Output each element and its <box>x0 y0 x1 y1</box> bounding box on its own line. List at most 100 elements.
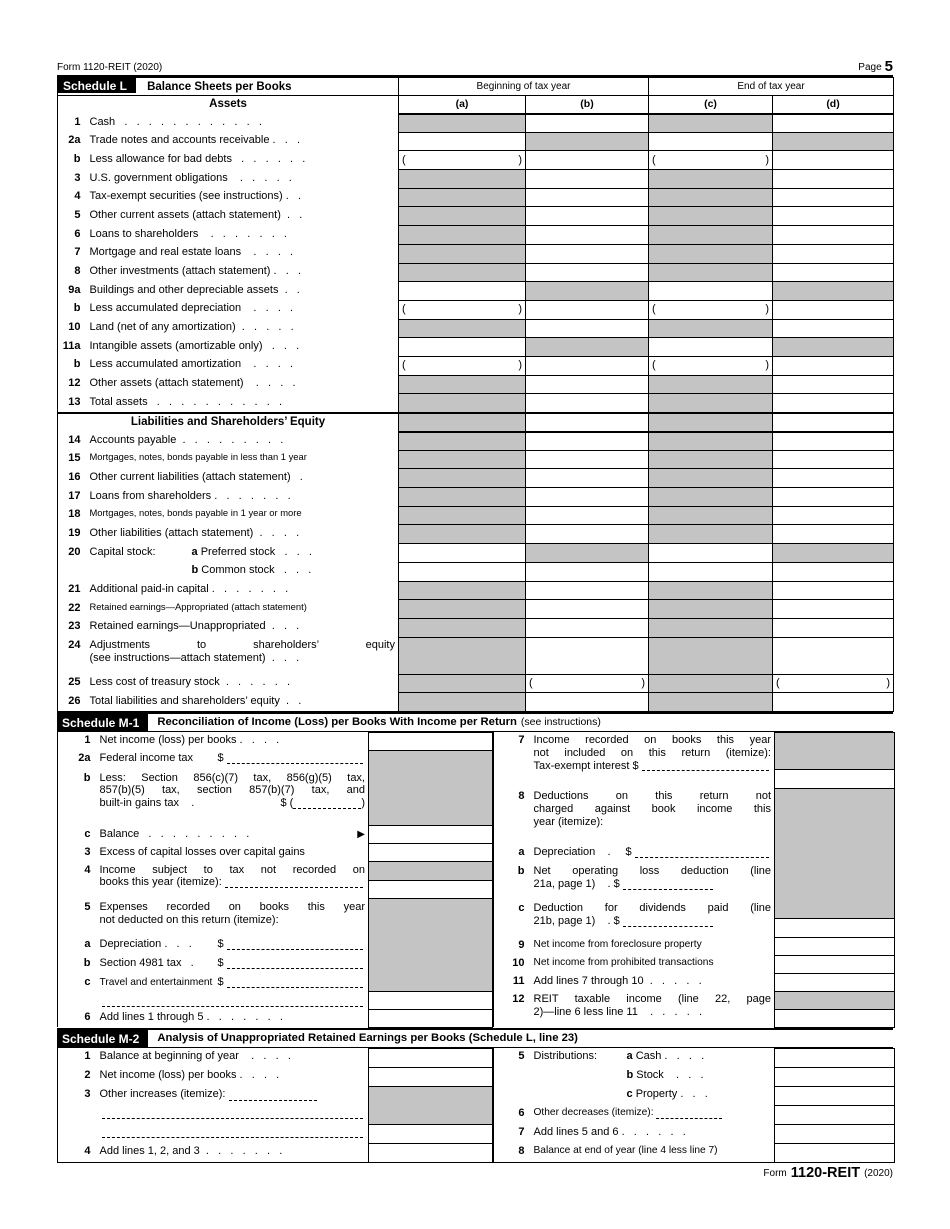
entry-cell[interactable] <box>774 1123 895 1144</box>
entry-cell[interactable] <box>772 355 895 376</box>
entry-cell[interactable] <box>524 262 650 283</box>
entry-cell[interactable] <box>524 487 650 507</box>
entry-cell[interactable] <box>648 543 774 563</box>
entry-cell[interactable] <box>524 243 650 264</box>
entry-cell[interactable] <box>774 1085 895 1106</box>
entry-cell[interactable] <box>772 206 895 227</box>
entry-cell[interactable] <box>524 580 650 601</box>
entry-cell[interactable] <box>772 431 895 451</box>
entry-cell-parens[interactable]: () <box>648 299 774 320</box>
entry-cell[interactable] <box>368 1142 493 1163</box>
entry-cell-parens[interactable]: () <box>772 673 895 694</box>
entry-cell[interactable] <box>524 599 650 619</box>
entry-cell[interactable] <box>524 355 650 376</box>
entry-cell[interactable] <box>772 113 895 133</box>
entry-cell-parens[interactable]: () <box>398 355 526 376</box>
entry-cell[interactable] <box>524 617 650 638</box>
entry-cell[interactable] <box>368 1066 493 1087</box>
entry-cell[interactable] <box>398 561 526 582</box>
entry-cell[interactable] <box>398 131 526 152</box>
entry-cell[interactable] <box>524 318 650 339</box>
entry-cell[interactable] <box>524 692 650 712</box>
entry-cell[interactable] <box>368 1008 493 1028</box>
entry-cell[interactable] <box>524 150 650 171</box>
entry-cell[interactable] <box>524 393 650 413</box>
entry-cell[interactable] <box>772 374 895 395</box>
entry-cell[interactable] <box>772 299 895 320</box>
itemize-writein-row[interactable] <box>98 1105 369 1124</box>
entry-cell[interactable] <box>369 880 492 898</box>
entry-cell[interactable] <box>772 262 895 283</box>
dotted-entry-line[interactable] <box>634 848 769 859</box>
entry-cell[interactable] <box>772 580 895 601</box>
entry-cell[interactable] <box>775 917 894 937</box>
entry-cell[interactable] <box>524 431 650 451</box>
entry-cell[interactable] <box>369 991 492 1008</box>
entry-cell[interactable] <box>524 187 650 208</box>
entry-cell[interactable] <box>774 1142 895 1163</box>
dotted-entry-line[interactable] <box>226 940 363 950</box>
entry-cell[interactable] <box>774 1047 895 1068</box>
entry-cell-parens[interactable]: () <box>648 150 774 171</box>
entry-cell[interactable] <box>524 225 650 245</box>
entry-cell[interactable] <box>772 487 895 507</box>
itemize-writein-row[interactable] <box>98 1124 369 1143</box>
entry-cell[interactable] <box>775 768 894 788</box>
entry-cell-split[interactable] <box>368 861 493 900</box>
entry-cell[interactable] <box>774 1066 895 1087</box>
entry-cell[interactable] <box>774 1104 895 1125</box>
entry-cell-split[interactable] <box>774 990 895 1028</box>
entry-cell[interactable] <box>524 468 650 489</box>
entry-cell[interactable] <box>772 187 895 208</box>
entry-cell[interactable] <box>524 449 650 470</box>
entry-cell[interactable] <box>648 281 774 301</box>
entry-cell[interactable] <box>772 225 895 245</box>
entry-cell[interactable] <box>775 1008 894 1027</box>
entry-cell[interactable] <box>524 113 650 133</box>
entry-cell[interactable] <box>772 393 895 413</box>
entry-cell-parens[interactable]: () <box>398 299 526 320</box>
dotted-entry-line[interactable] <box>228 1091 317 1102</box>
dotted-entry-line[interactable] <box>224 878 363 889</box>
entry-cell[interactable] <box>524 505 650 526</box>
entry-cell[interactable] <box>772 636 895 675</box>
entry-cell[interactable] <box>524 374 650 395</box>
entry-cell[interactable] <box>772 169 895 189</box>
dotted-entry-line[interactable] <box>293 799 362 810</box>
entry-cell[interactable] <box>648 131 774 152</box>
entry-cell[interactable] <box>772 411 895 433</box>
entry-cell-split[interactable] <box>774 731 895 789</box>
entry-cell[interactable] <box>398 281 526 301</box>
entry-cell-parens[interactable]: () <box>524 673 650 694</box>
dotted-entry-line[interactable] <box>622 880 713 890</box>
dotted-entry-line[interactable] <box>622 917 713 927</box>
entry-cell[interactable] <box>774 972 895 992</box>
dotted-entry-line[interactable] <box>226 754 363 765</box>
entry-cell[interactable] <box>368 843 493 863</box>
entry-cell[interactable] <box>524 524 650 545</box>
entry-cell[interactable] <box>368 731 493 751</box>
entry-cell[interactable] <box>774 954 895 974</box>
entry-cell[interactable] <box>524 411 650 433</box>
entry-cell[interactable] <box>524 636 650 675</box>
entry-cell[interactable] <box>772 449 895 470</box>
entry-cell[interactable] <box>772 150 895 171</box>
entry-cell[interactable] <box>648 561 774 582</box>
entry-cell-parens[interactable]: () <box>398 150 526 171</box>
entry-cell[interactable] <box>398 543 526 563</box>
entry-cell[interactable] <box>369 1123 492 1143</box>
entry-cell[interactable] <box>774 936 895 956</box>
entry-cell[interactable] <box>524 206 650 227</box>
entry-cell[interactable] <box>398 337 526 357</box>
entry-cell[interactable] <box>524 299 650 320</box>
entry-cell[interactable] <box>772 318 895 339</box>
entry-cell[interactable] <box>772 243 895 264</box>
entry-cell[interactable] <box>524 169 650 189</box>
entry-cell[interactable] <box>772 561 895 582</box>
entry-cell[interactable] <box>772 617 895 638</box>
entry-cell[interactable] <box>772 468 895 489</box>
entry-cell[interactable] <box>772 599 895 619</box>
itemize-writein-row[interactable] <box>98 993 369 1009</box>
entry-cell[interactable] <box>368 825 493 845</box>
entry-cell[interactable] <box>368 1047 493 1068</box>
